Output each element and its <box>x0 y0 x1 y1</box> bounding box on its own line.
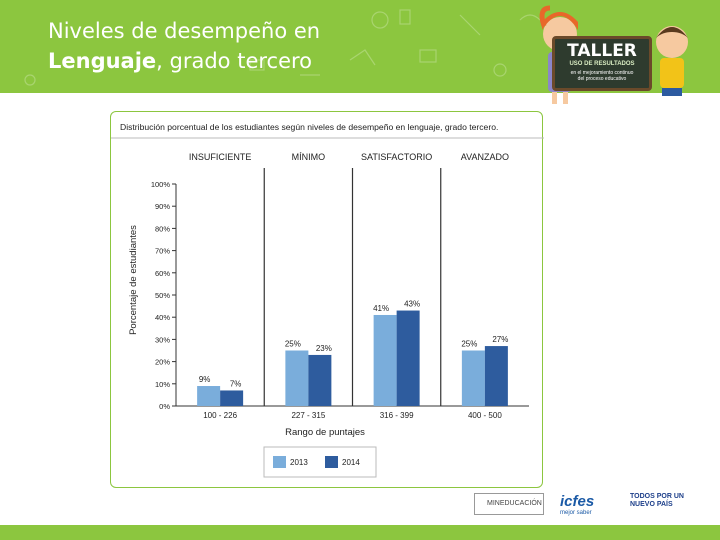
title-line-1: Niveles de desempeño en <box>48 19 321 43</box>
y-tick-label: 70% <box>155 247 170 256</box>
title-subject: Lenguaje <box>48 49 157 73</box>
y-tick-label: 40% <box>155 313 170 322</box>
bar-2014 <box>396 310 420 406</box>
legend-label-2013: 2013 <box>290 458 308 467</box>
data-label: 7% <box>230 379 242 388</box>
x-tick-label: 100 - 226 <box>203 411 237 420</box>
doodle-pattern <box>24 9 541 86</box>
y-tick-label: 90% <box>155 202 170 211</box>
data-label: 27% <box>492 335 508 344</box>
y-tick-label: 20% <box>155 358 170 367</box>
level-header: MÍNIMO <box>292 152 326 162</box>
mineducacion-text: MINEDUCACIÓN <box>487 500 542 507</box>
todos-line-1: TODOS POR UN <box>630 493 684 500</box>
x-tick-label: 227 - 315 <box>291 411 325 420</box>
data-label: 25% <box>461 340 477 349</box>
footer-bar <box>0 525 720 540</box>
data-label: 43% <box>404 300 420 309</box>
todos-line-2: NUEVO PAÍS <box>630 501 673 508</box>
taller-caption: en el mejoramiento continuo del proceso … <box>555 70 649 82</box>
title-line-2: Lenguaje, grado tercero <box>48 46 320 76</box>
x-tick-label: 400 - 500 <box>468 411 502 420</box>
y-tick-label: 10% <box>155 380 170 389</box>
y-tick-label: 30% <box>155 335 170 344</box>
title-grade: , grado tercero <box>156 49 313 73</box>
y-tick-label: 80% <box>155 224 170 233</box>
bar-chart: Distribución porcentual de los estudiant… <box>111 122 544 478</box>
taller-word: TALLER <box>567 41 637 61</box>
bar-2013 <box>373 314 397 406</box>
bar-2013 <box>285 350 309 406</box>
legend-swatch-2013 <box>273 456 286 468</box>
x-axis-label: Rango de puntajes <box>285 427 365 438</box>
data-label: 23% <box>316 344 332 353</box>
chart-title: Distribución porcentual de los estudiant… <box>120 122 498 132</box>
taller-caption-line-2: del proceso educativo <box>577 76 627 82</box>
data-label: 41% <box>373 304 389 313</box>
legend-swatch-2014 <box>325 456 338 468</box>
bar-2014 <box>308 354 332 406</box>
data-label: 25% <box>285 340 301 349</box>
taller-caption-line-1: en el mejoramiento continuo <box>570 70 634 76</box>
bar-2014 <box>484 346 508 406</box>
todos-por-un-nuevo-pais-logo: TODOS POR UN NUEVO PAÍS <box>630 493 710 519</box>
icfes-text: icfes <box>560 493 595 510</box>
y-axis-label: Porcentaje de estudiantes <box>128 225 139 335</box>
data-label: 9% <box>199 375 211 384</box>
legend-label-2014: 2014 <box>342 458 360 467</box>
taller-subtitle: USO DE RESULTADOS <box>569 61 635 67</box>
mineducacion-logo: MINEDUCACIÓN <box>474 493 544 515</box>
taller-badge: TALLER USO DE RESULTADOS en el mejoramie… <box>552 36 652 91</box>
bar-2013 <box>461 350 485 406</box>
bar-2014 <box>220 390 244 406</box>
y-tick-label: 100% <box>151 180 171 189</box>
level-header: INSUFICIENTE <box>189 152 252 162</box>
level-header: AVANZADO <box>461 152 509 162</box>
icfes-logo: icfes mejor saber <box>560 493 620 519</box>
y-tick-label: 60% <box>155 269 170 278</box>
x-tick-label: 316 - 399 <box>380 411 414 420</box>
y-tick-label: 50% <box>155 291 170 300</box>
icfes-tagline: mejor saber <box>560 510 592 516</box>
level-header: SATISFACTORIO <box>361 152 432 162</box>
chart-card: Distribución porcentual de los estudiant… <box>110 111 544 488</box>
bar-2013 <box>197 386 221 406</box>
slide-title: Niveles de desempeño en Lenguaje, grado … <box>48 16 320 76</box>
y-tick-label: 0% <box>159 402 170 411</box>
